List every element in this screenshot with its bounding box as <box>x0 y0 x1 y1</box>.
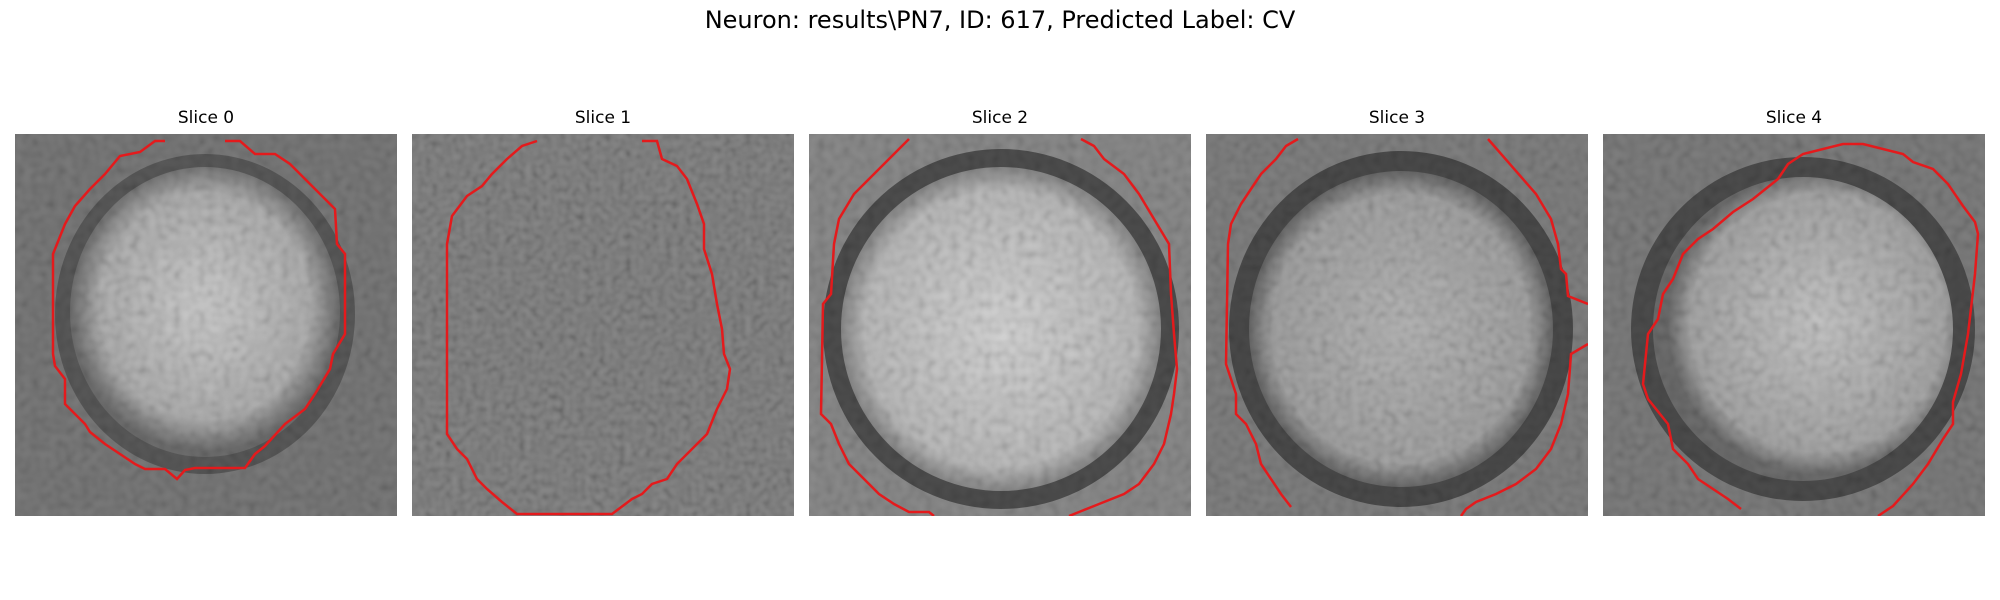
noise-texture <box>15 134 397 516</box>
contour-line <box>1459 342 1588 516</box>
slice-panel-1: Slice 1 <box>412 108 794 518</box>
contour-line <box>1068 137 1179 516</box>
contour-line <box>51 139 347 481</box>
slice-title: Slice 0 <box>177 108 235 128</box>
slice-image <box>15 134 397 516</box>
contour-line <box>445 139 732 516</box>
slice-panel-4: Slice 4 <box>1603 108 1985 518</box>
slice-image <box>809 134 1191 516</box>
slice-title: Slice 3 <box>1368 108 1426 128</box>
slice-image <box>412 134 794 516</box>
contour-line <box>1224 137 1299 508</box>
slice-panel-3: Slice 3 <box>1206 108 1588 518</box>
figure-title: Neuron: results\PN7, ID: 617, Predicted … <box>704 6 1296 34</box>
slice-panel-0: Slice 0 <box>15 108 397 518</box>
slice-title: Slice 4 <box>1765 108 1823 128</box>
contour-line <box>819 138 935 516</box>
noise-texture <box>1603 134 1985 516</box>
contour-line <box>1641 142 1980 516</box>
noise-texture <box>412 134 794 516</box>
slice-title: Slice 2 <box>971 108 1029 128</box>
contour-line <box>1487 138 1588 306</box>
slice-title: Slice 1 <box>574 108 632 128</box>
slice-image <box>1206 134 1588 516</box>
noise-texture <box>809 134 1191 516</box>
slice-panel-2: Slice 2 <box>809 108 1191 518</box>
slice-image <box>1603 134 1985 516</box>
noise-texture <box>1206 134 1588 516</box>
